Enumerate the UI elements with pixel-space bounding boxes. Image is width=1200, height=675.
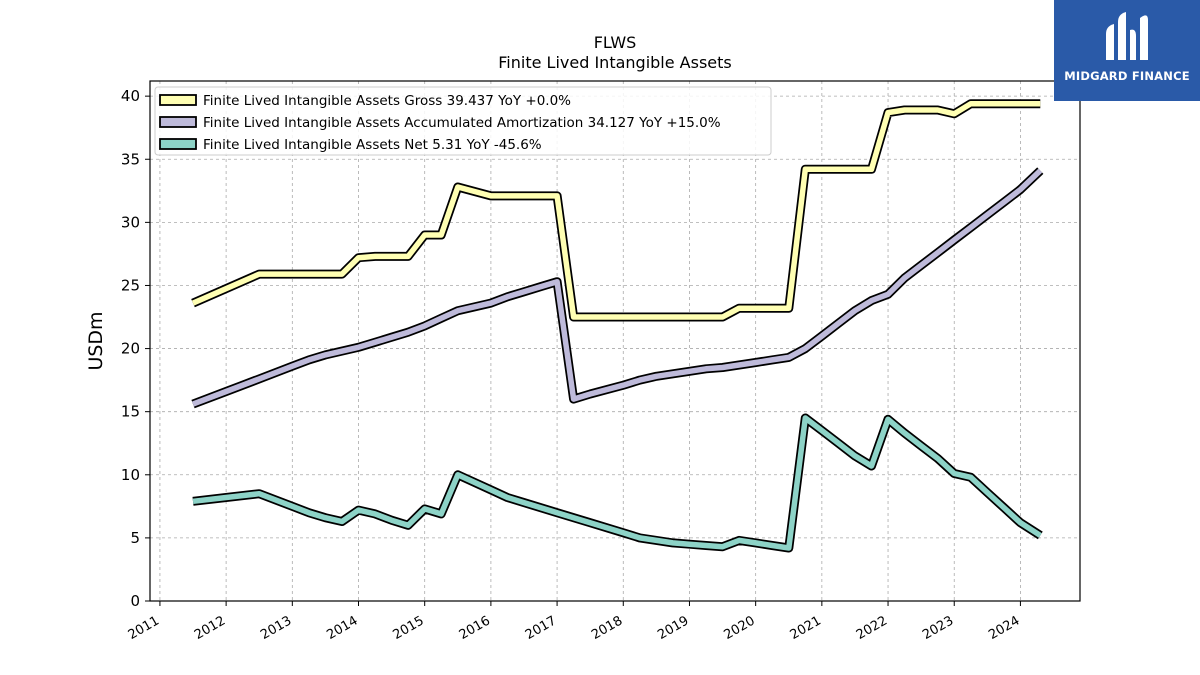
midgard-finance-logo: MIDGARD FINANCE bbox=[1054, 0, 1200, 101]
x-tick-label: 2013 bbox=[258, 613, 294, 643]
y-tick-label: 20 bbox=[121, 340, 140, 358]
logo-text: MIDGARD FINANCE bbox=[1064, 69, 1190, 83]
y-tick-label: 5 bbox=[130, 529, 140, 547]
grid-lines bbox=[150, 81, 1080, 602]
x-tick-label: 2024 bbox=[986, 613, 1022, 643]
series-line bbox=[192, 415, 1042, 551]
y-tick-label: 10 bbox=[121, 466, 140, 484]
legend-swatch bbox=[159, 116, 197, 128]
legend-entry: Finite Lived Intangible Assets Gross 39.… bbox=[203, 93, 571, 109]
x-tick-label: 2023 bbox=[920, 613, 956, 643]
y-tick-label: 30 bbox=[121, 213, 140, 231]
legend-entry: Finite Lived Intangible Assets Net 5.31 … bbox=[203, 137, 542, 153]
x-tick-label: 2021 bbox=[788, 613, 824, 643]
x-tick-label: 2019 bbox=[655, 613, 691, 643]
legend-swatch bbox=[159, 94, 197, 106]
legend-swatch bbox=[159, 138, 197, 150]
x-tick-label: 2014 bbox=[324, 613, 360, 643]
x-tick-label: 2022 bbox=[854, 613, 890, 643]
x-tick-label: 2012 bbox=[192, 613, 228, 643]
y-tick-label: 40 bbox=[121, 87, 140, 105]
series-line-outline bbox=[191, 167, 1044, 409]
legend-entry: Finite Lived Intangible Assets Accumulat… bbox=[203, 115, 721, 131]
x-tick-label: 2020 bbox=[721, 613, 757, 643]
y-tick-label: 0 bbox=[130, 592, 140, 610]
midgard-logo-icon bbox=[1106, 12, 1148, 60]
y-tick-label: 35 bbox=[121, 150, 140, 168]
y-tick-label: 15 bbox=[121, 403, 140, 421]
legend-box bbox=[154, 86, 772, 156]
chart-subtitle: Finite Lived Intangible Assets bbox=[498, 53, 731, 72]
x-tick-label: 2017 bbox=[523, 613, 559, 643]
y-tick-label: 25 bbox=[121, 276, 140, 294]
y-axis-label: USDm bbox=[85, 311, 107, 370]
x-tick-label: 2016 bbox=[457, 613, 493, 643]
legend: Finite Lived Intangible Assets Gross 39.… bbox=[154, 86, 772, 156]
x-tick-label: 2018 bbox=[589, 613, 625, 643]
series-line bbox=[191, 100, 1041, 320]
x-tick-label: 2015 bbox=[391, 613, 427, 643]
plot-frame bbox=[149, 80, 1081, 602]
chart-title: FLWS bbox=[594, 33, 637, 52]
x-tick-label: 2011 bbox=[126, 613, 162, 643]
series-lines bbox=[191, 99, 1044, 553]
series-line bbox=[192, 168, 1043, 407]
